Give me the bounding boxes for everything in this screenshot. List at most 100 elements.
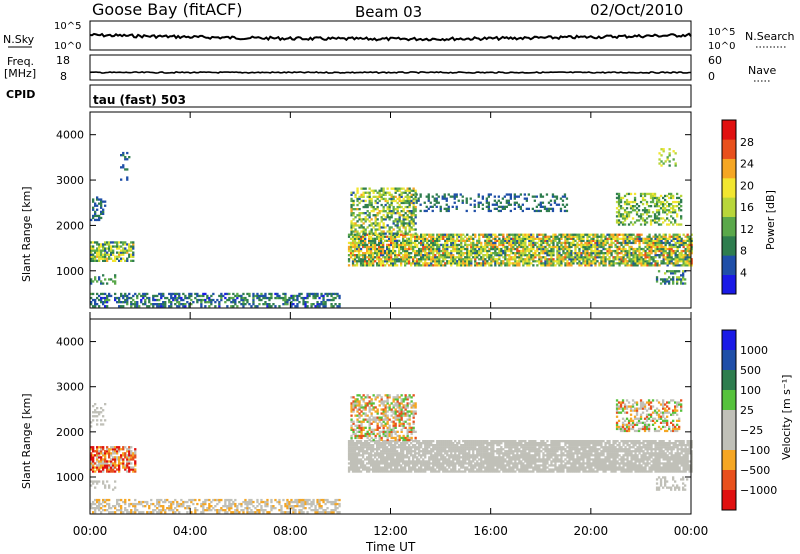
power-cell — [98, 257, 101, 260]
power-cell — [424, 252, 427, 255]
power-cell — [546, 258, 549, 261]
power-cell — [505, 205, 508, 208]
power-cell — [656, 245, 659, 249]
power-cell — [464, 243, 467, 247]
power-cell — [96, 204, 99, 207]
power-cell — [646, 262, 649, 265]
power-cell — [516, 252, 519, 255]
power-cell — [112, 245, 115, 248]
velocity-cell — [120, 448, 123, 451]
power-cell — [458, 258, 461, 261]
velocity-cell — [362, 454, 365, 457]
power-cell — [466, 264, 469, 267]
power-cell — [556, 260, 559, 263]
power-cell — [638, 235, 641, 238]
power-cell — [334, 292, 337, 296]
power-cell — [374, 241, 377, 245]
power-cell — [536, 247, 539, 251]
power-cell — [592, 233, 595, 236]
velocity-cell — [382, 468, 385, 471]
power-cell — [594, 235, 597, 238]
power-cell — [300, 296, 303, 300]
power-cell — [674, 243, 677, 247]
power-cell — [418, 237, 421, 240]
power-cell — [376, 224, 379, 227]
power-cell — [650, 243, 653, 247]
velocity-cell — [396, 464, 399, 467]
power-cell — [668, 249, 671, 253]
velocity-cell — [264, 509, 267, 512]
power-cell — [422, 243, 425, 247]
power-cell — [564, 264, 567, 267]
velocity-cell — [90, 421, 93, 424]
velocity-cell — [334, 509, 337, 512]
power-cell — [615, 207, 619, 210]
power-cell — [688, 237, 691, 240]
power-cell — [548, 262, 551, 265]
velocity-cell — [274, 507, 277, 510]
power-cell — [390, 212, 393, 215]
velocity-cell — [266, 498, 269, 502]
power-cell — [98, 249, 101, 252]
power-cell — [390, 201, 393, 205]
power-cell — [439, 205, 442, 208]
velocity-cell — [351, 450, 355, 453]
power-cell — [424, 258, 427, 261]
power-cell — [488, 243, 491, 247]
power-cell — [380, 230, 383, 233]
power-cell — [98, 251, 101, 254]
power-cell — [382, 205, 385, 209]
power-cell — [102, 282, 105, 285]
power-cell — [580, 262, 583, 265]
power-cell — [528, 264, 531, 267]
velocity-cell — [120, 505, 123, 508]
power-cell — [561, 195, 565, 198]
power-cell — [126, 158, 129, 161]
velocity-cell — [100, 458, 103, 461]
velocity-cell — [138, 500, 141, 504]
power-cell — [376, 195, 379, 198]
velocity-cell — [108, 464, 111, 467]
power-cell — [666, 247, 669, 251]
power-cell — [406, 222, 409, 225]
power-cell — [534, 260, 537, 263]
power-cell — [154, 294, 157, 298]
power-cell — [404, 262, 407, 265]
power-cell — [388, 191, 391, 194]
velocity-cell — [394, 442, 397, 445]
power-cell — [404, 260, 407, 263]
power-cell — [490, 245, 493, 249]
velocity-cell — [108, 460, 111, 463]
velocity-cell — [252, 505, 255, 508]
power-cell — [380, 254, 383, 257]
power-cell — [488, 264, 491, 267]
velocity-cell — [92, 470, 95, 473]
velocity-cell — [349, 458, 353, 461]
power-cell — [550, 262, 553, 265]
power-cell — [562, 249, 565, 253]
power-cell — [370, 199, 373, 203]
power-cell — [362, 218, 365, 221]
velocity-cell — [355, 466, 359, 469]
power-cell — [558, 256, 561, 259]
velocity-cell — [351, 470, 355, 473]
power-cell — [552, 239, 555, 242]
velocity-cell — [336, 511, 339, 514]
power-cell — [122, 151, 125, 155]
power-cell — [404, 189, 407, 192]
velocity-cell — [270, 505, 273, 508]
power-cell — [500, 249, 503, 253]
velocity-cell — [368, 452, 371, 455]
power-cell — [626, 233, 629, 236]
power-cell — [372, 264, 375, 267]
power-cell — [418, 254, 421, 257]
velocity-cell — [94, 498, 97, 502]
power-cell — [678, 196, 681, 200]
velocity-cell — [268, 511, 271, 514]
velocity-cell — [304, 498, 307, 502]
power-cell — [532, 264, 535, 267]
power-cell — [396, 224, 399, 227]
velocity-cell — [158, 502, 161, 506]
power-cell — [501, 197, 504, 200]
power-cell — [356, 203, 359, 207]
